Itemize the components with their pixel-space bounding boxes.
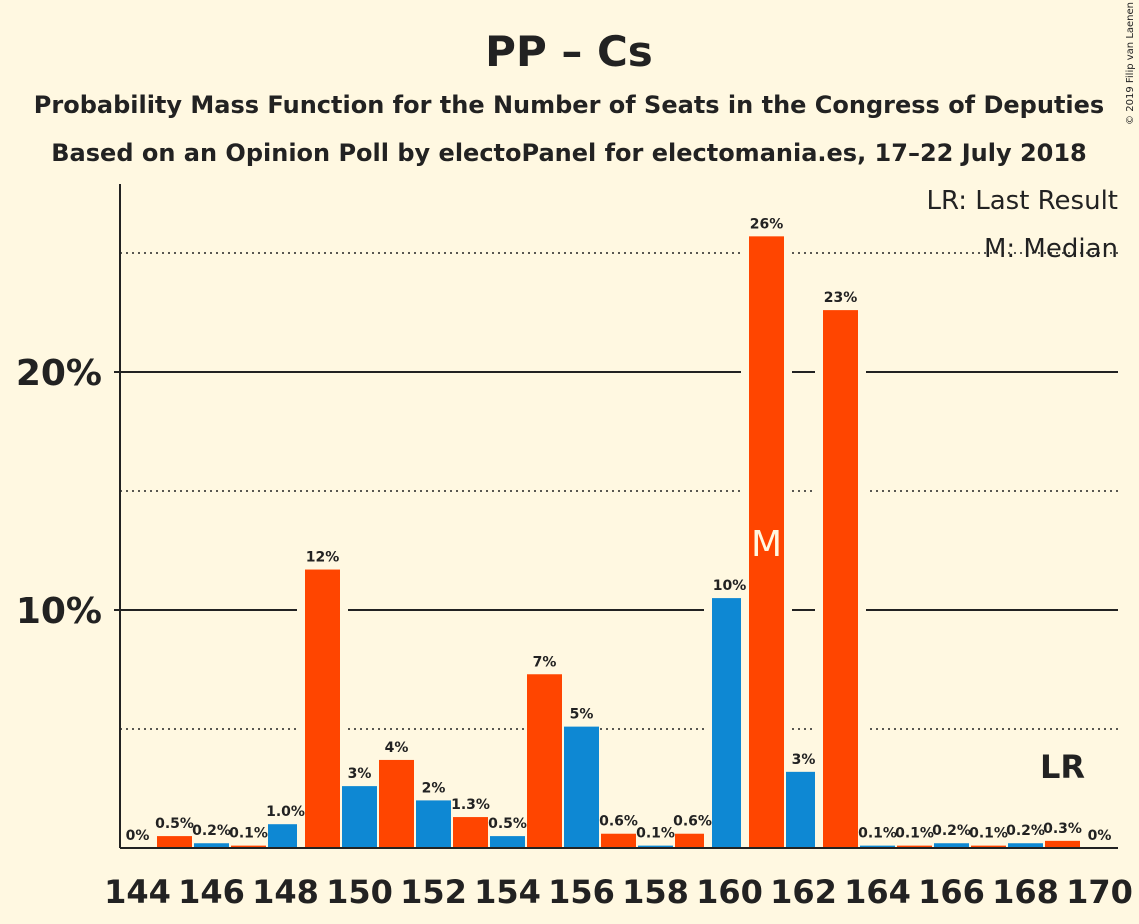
axes-group: 10%20%144 146 148 150 152 154 156 158 160 162 164 1… bbox=[16, 184, 1133, 911]
x-tick-label-146: 146 bbox=[178, 873, 245, 911]
x-tick-label-156: 156 bbox=[548, 873, 615, 911]
x-tick-label-170: 170 bbox=[1066, 873, 1133, 911]
x-tick-label-168: 168 bbox=[992, 873, 1059, 911]
bar-label-170: 0% bbox=[1088, 828, 1112, 844]
bar-label-151: 4% bbox=[385, 740, 409, 756]
bar-label-145: 0.5% bbox=[155, 816, 194, 832]
bar-150 bbox=[342, 786, 377, 848]
bar-159 bbox=[675, 833, 710, 848]
bar-label-169: 0.3% bbox=[1043, 821, 1082, 837]
bar-163 bbox=[823, 310, 858, 848]
bar-158 bbox=[638, 845, 673, 848]
chart-title: PP – Cs bbox=[485, 27, 653, 76]
x-tick-label-166: 166 bbox=[918, 873, 985, 911]
bar-label-150: 3% bbox=[348, 766, 372, 782]
bar-label-158: 0.1% bbox=[636, 826, 675, 842]
y-tick-label-10: 10% bbox=[16, 591, 102, 632]
bar-145 bbox=[157, 836, 192, 848]
bar-157 bbox=[601, 833, 636, 848]
bar-label-163: 23% bbox=[824, 290, 858, 306]
bars-group bbox=[157, 234, 1080, 849]
bar-label-148: 1.0% bbox=[266, 804, 305, 820]
bar-146 bbox=[194, 843, 229, 848]
bar-label-152: 2% bbox=[422, 780, 446, 796]
bar-label-156: 5% bbox=[570, 707, 594, 723]
bar-156 bbox=[564, 726, 599, 848]
bar-152 bbox=[416, 800, 451, 848]
last-result-marker: LR bbox=[1040, 748, 1085, 786]
bar-147 bbox=[231, 845, 266, 848]
x-tick-label-152: 152 bbox=[400, 873, 467, 911]
bar-label-147: 0.1% bbox=[229, 826, 268, 842]
bar-label-157: 0.6% bbox=[599, 814, 638, 830]
gridlines bbox=[120, 252, 1118, 730]
bar-label-144: 0% bbox=[126, 828, 150, 844]
x-tick-label-154: 154 bbox=[474, 873, 541, 911]
bar-169 bbox=[1045, 840, 1080, 848]
bar-149 bbox=[305, 569, 340, 848]
bar-label-153: 1.3% bbox=[451, 797, 490, 813]
bar-label-155: 7% bbox=[533, 654, 557, 670]
bar-153 bbox=[453, 817, 488, 848]
bar-161 bbox=[749, 236, 784, 849]
bar-label-159: 0.6% bbox=[673, 814, 712, 830]
x-tick-label-158: 158 bbox=[622, 873, 689, 911]
bar-label-154: 0.5% bbox=[488, 816, 527, 832]
bar-label-161: 26% bbox=[750, 216, 784, 232]
bar-label-162: 3% bbox=[792, 752, 816, 768]
bar-155 bbox=[527, 674, 562, 848]
legend-median: M: Median bbox=[984, 234, 1118, 264]
x-tick-label-144: 144 bbox=[104, 873, 171, 911]
x-tick-label-150: 150 bbox=[326, 873, 393, 911]
bar-167 bbox=[971, 845, 1006, 848]
bar-label-164: 0.1% bbox=[858, 826, 897, 842]
bar-154 bbox=[490, 836, 525, 848]
x-tick-label-160: 160 bbox=[696, 873, 763, 911]
bar-151 bbox=[379, 759, 414, 848]
bar-label-165: 0.1% bbox=[895, 826, 934, 842]
bar-label-146: 0.2% bbox=[192, 823, 231, 839]
bar-165 bbox=[897, 845, 932, 848]
bar-148 bbox=[268, 824, 303, 848]
bar-168 bbox=[1008, 843, 1043, 848]
median-marker: M bbox=[751, 524, 782, 565]
x-tick-label-148: 148 bbox=[252, 873, 319, 911]
bar-164 bbox=[860, 845, 895, 848]
chart-subtitle-1: Probability Mass Function for the Number… bbox=[34, 91, 1104, 119]
bar-label-160: 10% bbox=[713, 578, 747, 594]
copyright-text: © 2019 Filip van Laenen bbox=[1125, 2, 1136, 125]
x-tick-label-162: 162 bbox=[770, 873, 837, 911]
bar-label-167: 0.1% bbox=[969, 826, 1008, 842]
legend-last-result: LR: Last Result bbox=[926, 186, 1118, 216]
y-tick-label-20: 20% bbox=[16, 353, 102, 394]
bar-labels-group: 0%0.5%0.2%0.1%1.0%12%3%4%2%1.3%0.5%7%5%0… bbox=[126, 216, 1112, 844]
bar-label-168: 0.2% bbox=[1006, 823, 1045, 839]
bar-166 bbox=[934, 843, 969, 848]
chart-subtitle-2: Based on an Opinion Poll by electoPanel … bbox=[51, 139, 1086, 167]
bar-label-166: 0.2% bbox=[932, 823, 971, 839]
x-tick-label-164: 164 bbox=[844, 873, 911, 911]
bar-label-149: 12% bbox=[306, 550, 340, 566]
